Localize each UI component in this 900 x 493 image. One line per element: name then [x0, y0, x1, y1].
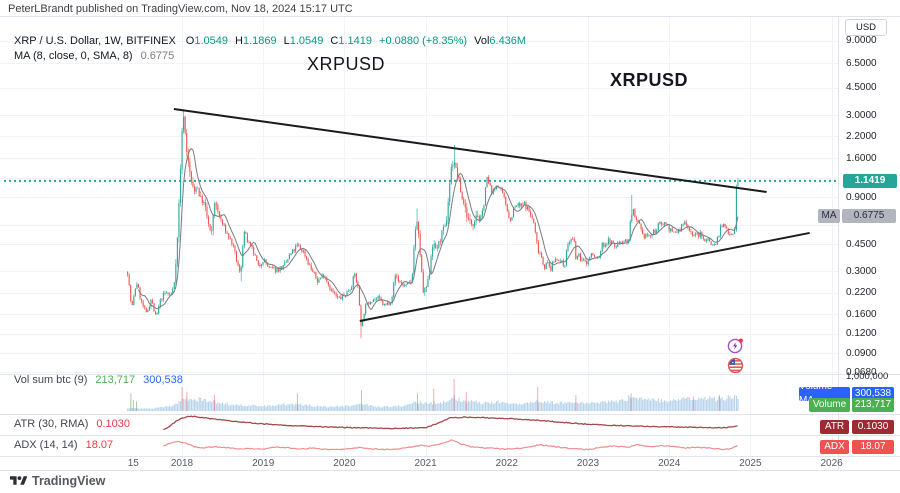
ohlc-values: O1.0549 H1.1869 L1.0549 C1.1419: [186, 35, 372, 47]
symbol-legend: XRP / U.S. Dollar, 1W, BITFINEX O1.0549 H…: [14, 35, 526, 47]
ohlc-item: C1.1419: [330, 35, 373, 47]
ohlc-item: O1.0549: [185, 35, 229, 47]
time-tick-label: 2024: [658, 458, 681, 469]
ma-badge-value: 0.6775: [842, 209, 896, 224]
tradingview-logo-text: TradingView: [32, 474, 106, 488]
atr-indicator-legend: ATR (30, RMA) 0.1030: [14, 418, 130, 430]
time-tick-label: 2020: [333, 458, 356, 469]
time-tick-label: 2022: [495, 458, 518, 469]
adx-value: 18.07: [85, 439, 114, 451]
tradingview-logo-icon: [10, 476, 27, 485]
ohlc-item: H1.1869: [235, 35, 277, 47]
symbol-title[interactable]: XRP / U.S. Dollar, 1W, BITFINEX: [14, 35, 176, 47]
price-tick-label: 0.9000: [846, 191, 877, 203]
price-tick-label: 0.1600: [846, 308, 877, 320]
price-tick-label: 2.2000: [846, 130, 877, 142]
price-tick-label: 9.0000: [846, 35, 877, 47]
adx-indicator-legend: ADX (14, 14) 18.07: [14, 439, 113, 451]
volume-badge-value: 213,717: [852, 398, 894, 412]
price-tick-label: 6.5000: [846, 57, 877, 69]
price-tick-label: 4.5000: [846, 82, 877, 94]
us-flag-event-icon[interactable]: [727, 357, 744, 374]
currency-unit-button[interactable]: USD: [845, 19, 887, 36]
time-tick-label: 2019: [252, 458, 275, 469]
price-line-badge: 1.1419: [843, 173, 897, 188]
volume-scale-top-label: 1,000,000: [846, 371, 889, 382]
volume-indicator-title[interactable]: Vol sum btc (9): [14, 374, 88, 386]
volume-legend: Vol6.436M: [474, 35, 527, 47]
time-tick-label: 2026: [820, 458, 843, 469]
volume-ma-badge-value: 300,538: [852, 387, 894, 401]
ma-legend-title[interactable]: MA (8, close, 0, SMA, 8): [14, 50, 133, 62]
volume-ma-badge-tag: Volume MA: [799, 381, 850, 406]
tradingview-logo[interactable]: TradingView: [10, 474, 105, 488]
ma-legend-value: 0.6775: [140, 50, 175, 62]
time-tick-label: 2025: [739, 458, 762, 469]
atr-indicator-title[interactable]: ATR (30, RMA): [14, 418, 89, 430]
publish-info: PeterLBrandt published on TradingView.co…: [8, 3, 353, 15]
price-tick-label: 0.0680: [846, 366, 877, 378]
atr-badge-tag: ATR: [820, 420, 849, 434]
change-value: +0.0880 (+8.35%): [379, 35, 468, 47]
time-tick-label: 2018: [170, 458, 194, 469]
volume-indicator-legend: Vol sum btc (9) 213,717 300,538: [14, 374, 183, 386]
volume-ma-value: 300,538: [143, 374, 183, 386]
ohlc-item: L1.0549: [283, 35, 324, 47]
price-tick-label: 0.2200: [846, 287, 877, 298]
chart-annotation-xrpusd-right[interactable]: XRPUSD: [610, 70, 689, 90]
ma-badge-tag: MA: [818, 209, 840, 224]
chart-annotation-xrpusd-left[interactable]: XRPUSD: [307, 54, 386, 74]
price-tick-label: 0.0900: [846, 347, 877, 359]
price-tick-label: 0.4500: [846, 238, 877, 250]
atr-badge-value: 0.1030: [852, 420, 894, 434]
time-tick-label: 2023: [576, 458, 600, 469]
price-tick-label: 3.0000: [846, 109, 877, 121]
adx-badge-tag: ADX: [820, 440, 849, 454]
time-tick-label: 15: [127, 458, 139, 469]
atr-value: 0.1030: [96, 418, 131, 430]
price-tick-label: 1.6000: [846, 152, 877, 164]
volume-value: 213,717: [95, 374, 136, 386]
price-tick-label: 0.3000: [846, 265, 877, 277]
volume-badge-tag: Volume: [809, 398, 850, 412]
ma-legend: MA (8, close, 0, SMA, 8) 0.6775: [14, 50, 174, 62]
adx-indicator-title[interactable]: ADX (14, 14): [14, 439, 78, 451]
adx-badge-value: 18.07: [852, 440, 894, 454]
time-tick-label: 2021: [414, 458, 437, 469]
price-tick-label: 0.1200: [846, 328, 877, 340]
flash-event-icon[interactable]: [727, 337, 744, 354]
